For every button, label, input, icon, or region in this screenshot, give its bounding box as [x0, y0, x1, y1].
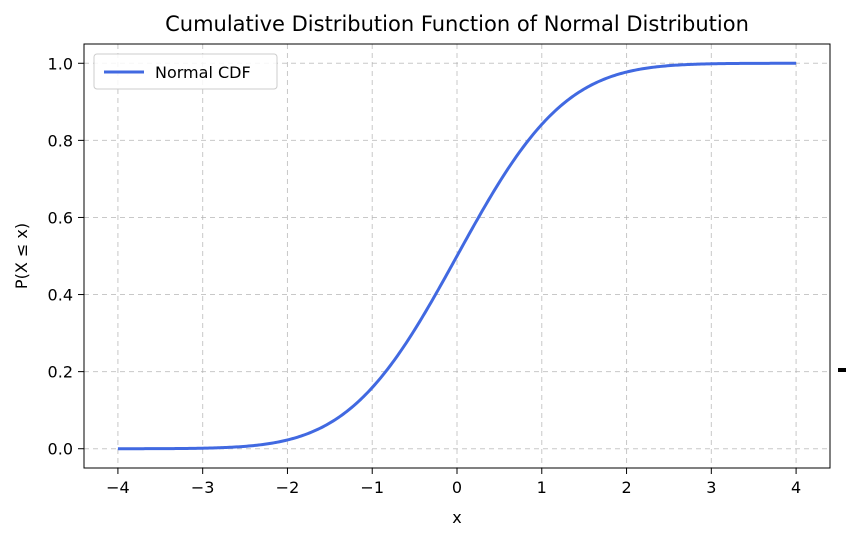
- legend-label: Normal CDF: [155, 63, 251, 82]
- x-tick-label: 3: [706, 478, 716, 497]
- y-tick-label: 0.6: [48, 208, 73, 227]
- x-tick-label: 2: [621, 478, 631, 497]
- y-tick-label: 0.8: [48, 131, 73, 150]
- y-tick-label: 1.0: [48, 54, 73, 73]
- x-tick-label: −4: [106, 478, 130, 497]
- x-tick-label: −2: [276, 478, 300, 497]
- y-tick-label: 0.0: [48, 440, 73, 459]
- x-tick-label: 4: [791, 478, 801, 497]
- x-tick-label: 1: [537, 478, 547, 497]
- x-tick-label: 0: [452, 478, 462, 497]
- y-axis-label: P(X ≤ x): [12, 223, 31, 289]
- chart-title: Cumulative Distribution Function of Norm…: [165, 12, 749, 36]
- x-axis-label: x: [452, 508, 461, 527]
- x-tick-label: −1: [360, 478, 384, 497]
- series-layer: [117, 61, 797, 451]
- legend-box: [93, 53, 278, 90]
- edge-mark: [838, 368, 846, 372]
- series-line-normal-cdf: [117, 61, 797, 451]
- y-tick-label: 0.4: [48, 286, 73, 305]
- y-tick-label: 0.2: [48, 363, 73, 382]
- x-tick-label: −3: [191, 478, 215, 497]
- ticks: −4 −3 −2 −1 0 1 2 3 4 0.0 0.2 0.4 0.6 0.8 1.0: [48, 54, 802, 497]
- legend: Normal CDF: [93, 53, 278, 90]
